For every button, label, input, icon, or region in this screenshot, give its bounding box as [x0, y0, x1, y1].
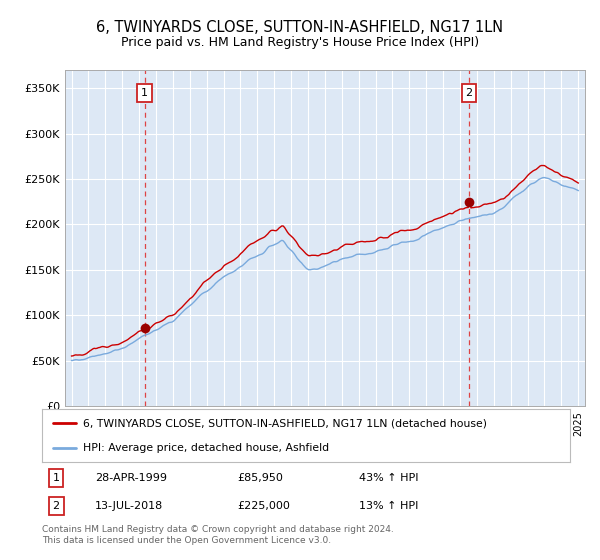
Text: 1: 1 — [141, 88, 148, 97]
Text: 2: 2 — [53, 501, 59, 511]
Text: 13-JUL-2018: 13-JUL-2018 — [95, 501, 163, 511]
Text: 13% ↑ HPI: 13% ↑ HPI — [359, 501, 418, 511]
Text: 6, TWINYARDS CLOSE, SUTTON-IN-ASHFIELD, NG17 1LN (detached house): 6, TWINYARDS CLOSE, SUTTON-IN-ASHFIELD, … — [83, 418, 487, 428]
Text: 6, TWINYARDS CLOSE, SUTTON-IN-ASHFIELD, NG17 1LN: 6, TWINYARDS CLOSE, SUTTON-IN-ASHFIELD, … — [97, 20, 503, 35]
Text: 43% ↑ HPI: 43% ↑ HPI — [359, 473, 418, 483]
Text: Price paid vs. HM Land Registry's House Price Index (HPI): Price paid vs. HM Land Registry's House … — [121, 36, 479, 49]
Text: 28-APR-1999: 28-APR-1999 — [95, 473, 167, 483]
Text: 2: 2 — [466, 88, 473, 97]
Text: £225,000: £225,000 — [238, 501, 290, 511]
Text: HPI: Average price, detached house, Ashfield: HPI: Average price, detached house, Ashf… — [83, 442, 329, 452]
Text: £85,950: £85,950 — [238, 473, 283, 483]
Text: Contains HM Land Registry data © Crown copyright and database right 2024.
This d: Contains HM Land Registry data © Crown c… — [42, 525, 394, 545]
Text: 1: 1 — [53, 473, 59, 483]
